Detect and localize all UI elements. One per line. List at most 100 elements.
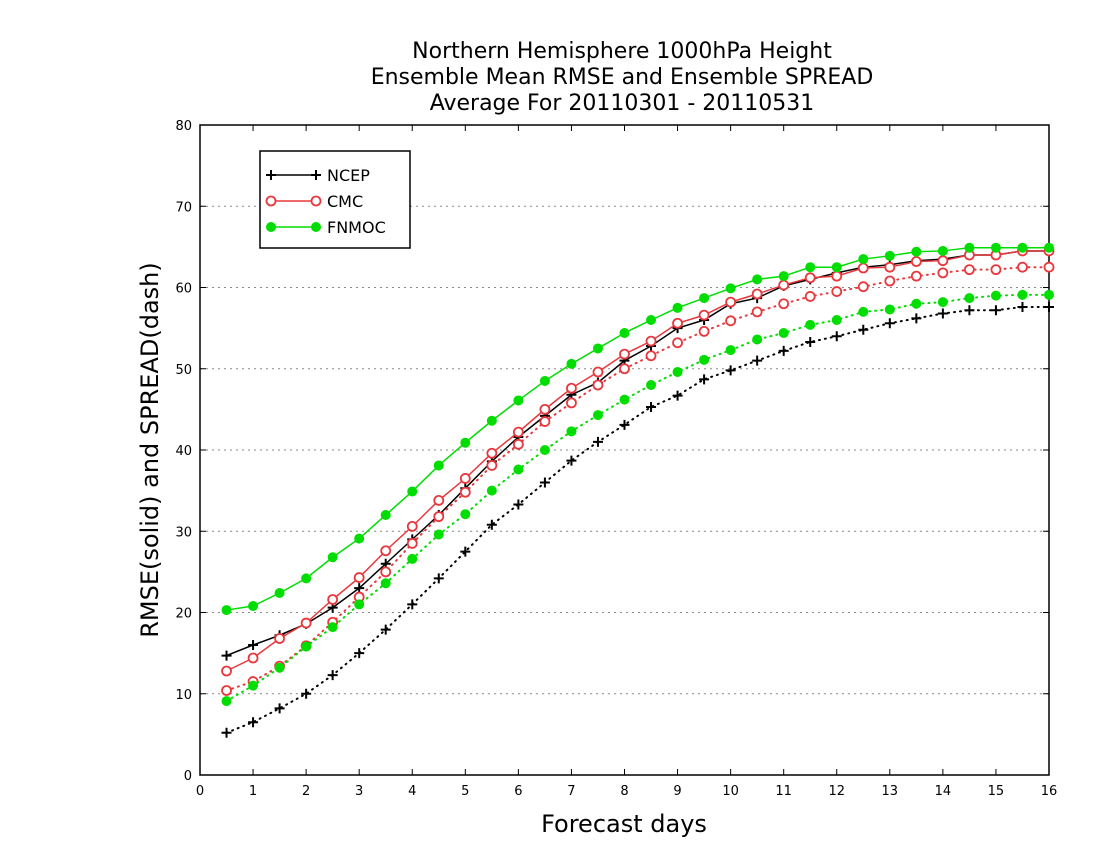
series-ncep-spread [221, 302, 1054, 738]
point-cmc [486, 447, 498, 459]
point-fnmoc [725, 283, 736, 294]
series-line-ncep-spread [225, 306, 1050, 734]
point-fnmoc-spread [460, 509, 471, 520]
x-tick-label: 11 [775, 784, 792, 799]
point-ncep-spread [433, 573, 444, 584]
series-line-cmc [226, 250, 1049, 672]
y-tick-label: 60 [175, 282, 192, 297]
series-cmc [221, 245, 1055, 677]
point-fnmoc-spread [380, 578, 391, 589]
point-cmc-spread [910, 270, 922, 282]
x-tick-label: 0 [196, 784, 204, 799]
series-line-fnmoc [226, 246, 1049, 611]
point-cmc [645, 335, 657, 347]
point-fnmoc-spread [221, 696, 232, 707]
point-fnmoc [964, 242, 975, 253]
point-cmc-spread [566, 397, 577, 409]
point-ncep [248, 640, 259, 650]
point-fnmoc [592, 343, 603, 354]
legend-marker-cmc [310, 195, 322, 207]
title-line-1: Northern Hemisphere 1000hPa Height [412, 39, 832, 64]
point-cmc [778, 279, 790, 291]
y-tick-label: 20 [175, 607, 192, 622]
series-ncep [221, 245, 1054, 661]
point-cmc [725, 296, 737, 308]
point-fnmoc [884, 250, 895, 261]
legend-marker-fnmoc [311, 222, 321, 232]
series-layer [221, 242, 1055, 738]
legend-item-cmc: CMC [265, 192, 363, 211]
point-fnmoc [858, 254, 869, 265]
point-cmc-spread [539, 416, 551, 427]
x-tick-label: 1 [249, 784, 257, 799]
legend: NCEP CMC FNMOC [259, 150, 411, 249]
y-tick-label: 40 [175, 444, 192, 459]
point-fnmoc-spread [778, 328, 789, 338]
point-fnmoc [486, 415, 497, 426]
point-cmc [884, 261, 896, 273]
legend-label-fnmoc: FNMOC [327, 218, 386, 237]
point-fnmoc [354, 533, 365, 544]
point-cmc [300, 617, 312, 629]
legend-marker-ncep [311, 170, 321, 180]
point-fnmoc-spread [301, 641, 312, 652]
point-fnmoc [911, 246, 922, 257]
point-cmc-spread [433, 511, 445, 523]
point-fnmoc-spread [248, 680, 259, 691]
point-fnmoc [221, 605, 232, 616]
point-cmc [857, 262, 869, 274]
point-ncep-spread [752, 355, 763, 366]
point-ncep-spread [831, 331, 842, 342]
point-cmc-spread [1043, 261, 1055, 273]
point-fnmoc [248, 601, 259, 611]
point-fnmoc-spread [513, 464, 524, 475]
point-ncep-spread [1044, 302, 1054, 312]
x-axis-ticks: 0 1 2 3 4 5 6 7 8 9 10 11 12 13 14 15 16 [196, 125, 1057, 799]
legend-marker-fnmoc [266, 222, 276, 232]
point-fnmoc [539, 375, 550, 386]
point-fnmoc-spread [592, 410, 603, 421]
x-tick-label: 10 [722, 784, 739, 799]
point-cmc [433, 494, 445, 506]
point-cmc-spread [831, 286, 843, 297]
point-cmc-spread [221, 685, 232, 696]
point-fnmoc-spread [486, 485, 497, 496]
point-cmc [353, 572, 365, 583]
point-fnmoc [831, 262, 842, 273]
point-ncep-spread [646, 401, 657, 412]
point-fnmoc-spread [831, 315, 842, 325]
y-tick-label: 70 [175, 200, 192, 215]
point-cmc-spread [592, 379, 604, 391]
point-cmc [406, 520, 418, 532]
point-fnmoc [937, 245, 948, 256]
point-ncep-spread [380, 624, 391, 635]
point-ncep-spread [566, 455, 577, 466]
y-tick-label: 10 [175, 688, 192, 703]
series-cmc-spread [221, 261, 1055, 696]
x-tick-label: 14 [935, 784, 952, 799]
x-tick-label: 16 [1041, 784, 1058, 799]
point-fnmoc [407, 486, 418, 497]
point-cmc-spread [380, 566, 392, 578]
point-fnmoc-spread [327, 622, 338, 633]
point-cmc-spread [884, 275, 896, 287]
x-tick-label: 2 [302, 784, 310, 799]
point-fnmoc [460, 437, 471, 448]
point-ncep-spread [699, 374, 710, 385]
point-cmc-spread [990, 264, 1002, 276]
point-ncep-spread [858, 324, 869, 335]
point-fnmoc-spread [911, 298, 922, 309]
point-ncep-spread [221, 727, 232, 738]
point-fnmoc [990, 242, 1001, 253]
x-tick-label: 7 [567, 784, 575, 799]
point-fnmoc-spread [407, 553, 418, 564]
point-cmc [459, 473, 471, 484]
point-fnmoc-spread [566, 426, 577, 437]
point-ncep-spread [513, 499, 524, 510]
point-cmc [592, 366, 604, 378]
point-cmc [539, 403, 551, 415]
point-cmc [274, 633, 285, 644]
point-ncep-spread [1017, 302, 1028, 312]
point-fnmoc [433, 460, 444, 471]
